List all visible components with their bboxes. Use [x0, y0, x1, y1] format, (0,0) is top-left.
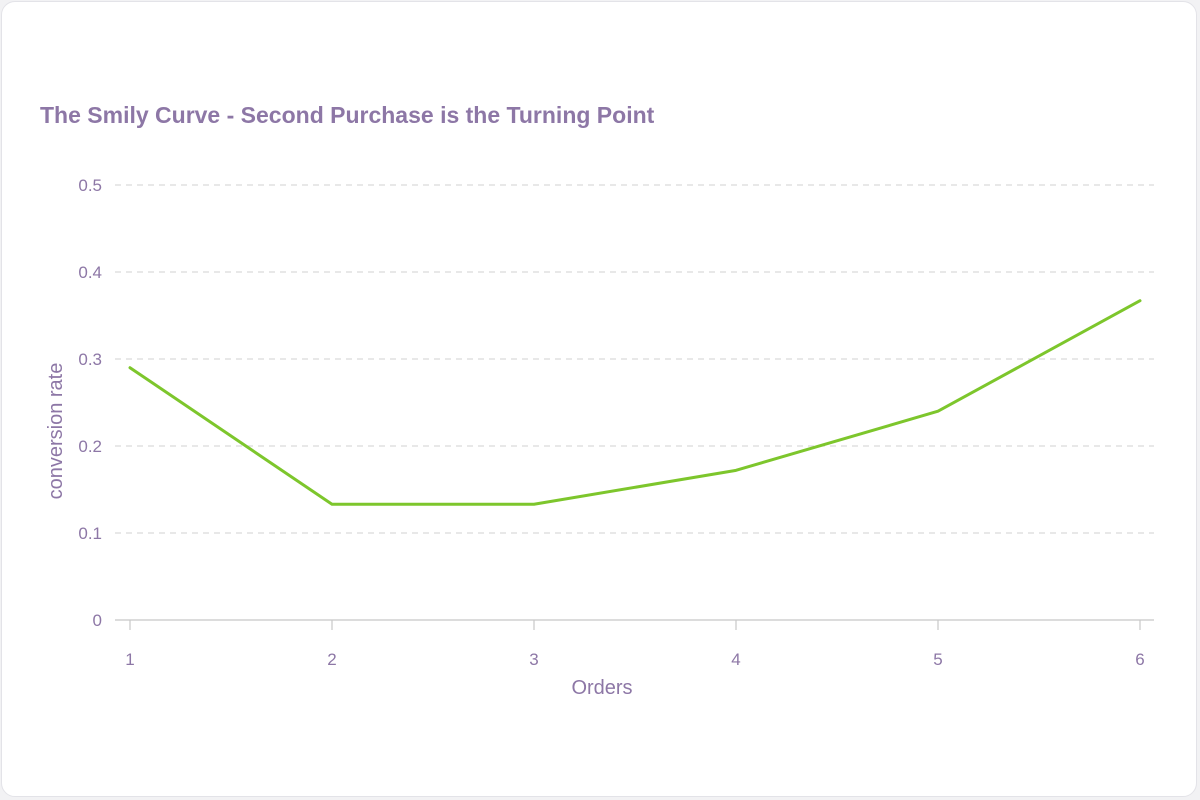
- y-tick-label: 0.4: [78, 263, 102, 282]
- y-tick-label: 0.5: [78, 176, 102, 195]
- x-tick-label: 1: [125, 650, 134, 669]
- y-tick-label: 0: [93, 611, 102, 630]
- grid-lines: [115, 184, 1154, 534]
- chart-title: The Smily Curve - Second Purchase is the…: [40, 102, 655, 128]
- x-axis-label: Orders: [571, 677, 632, 699]
- y-tick-label: 0.1: [78, 524, 102, 543]
- x-tick-label: 2: [327, 650, 336, 669]
- x-tick-label: 4: [731, 650, 740, 669]
- series-line-group: [128, 299, 1142, 506]
- x-tick-label: 6: [1135, 650, 1144, 669]
- series-line: [128, 299, 1142, 506]
- x-tick-label: 3: [529, 650, 538, 669]
- x-tick-label: 5: [933, 650, 942, 669]
- y-tick-label: 0.2: [78, 437, 102, 456]
- y-tick-label: 0.3: [78, 350, 102, 369]
- y-axis-label: conversion rate: [45, 363, 67, 500]
- y-tick-labels: 0 0.1 0.2 0.3 0.4 0.5: [78, 176, 102, 630]
- x-axis: 1 2 3 4 5 6: [115, 619, 1154, 669]
